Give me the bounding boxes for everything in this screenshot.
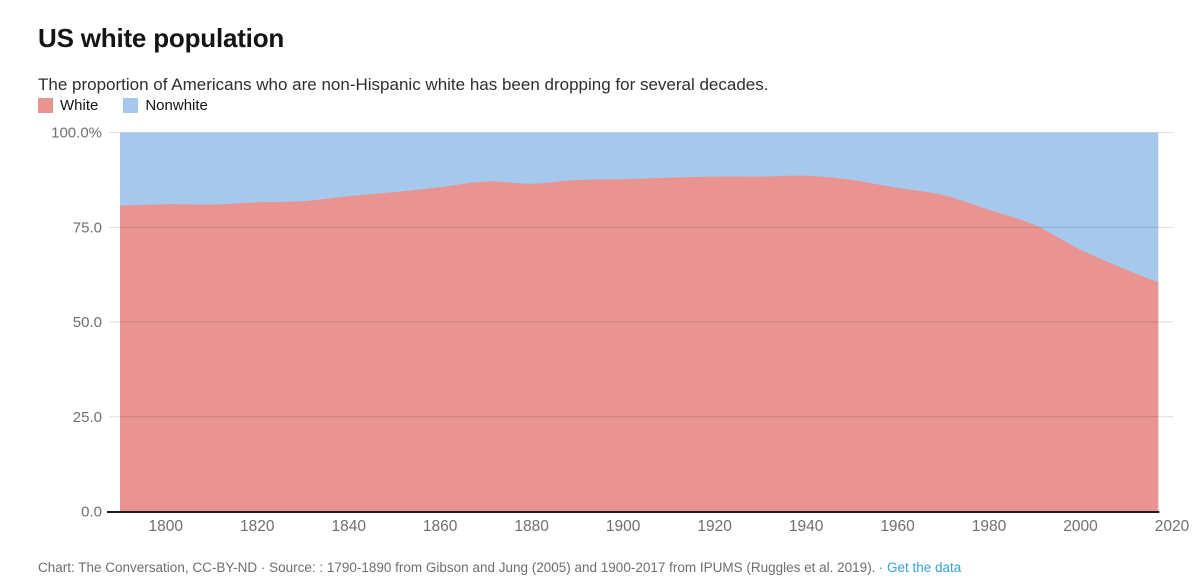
y-tick-label: 50.0 — [73, 314, 102, 331]
y-tick-label: 0.0 — [81, 504, 102, 521]
legend-item-white: White — [38, 97, 98, 114]
x-tick-label: 1920 — [697, 518, 732, 535]
y-tick-label: 75.0 — [73, 219, 102, 236]
white-area — [120, 175, 1159, 512]
y-tick-label: 25.0 — [73, 409, 102, 426]
page-title: US white population — [38, 23, 285, 54]
footer: Chart: The Conversation, CC-BY-ND · Sour… — [38, 560, 1188, 575]
x-tick-label: 1980 — [972, 518, 1007, 535]
chart-subtitle: The proportion of Americans who are non-… — [38, 75, 769, 94]
x-tick-label: 1860 — [423, 518, 458, 535]
legend: White Nonwhite — [38, 97, 208, 114]
white-swatch-icon — [38, 98, 53, 113]
footer-bullet: · — [878, 560, 883, 575]
get-the-data-link[interactable]: Get the data — [886, 560, 962, 575]
x-tick-label: 1880 — [514, 518, 549, 535]
x-tick-label: 2000 — [1063, 518, 1098, 535]
footer-credit: Chart: The Conversation, CC-BY-ND · Sour… — [38, 560, 876, 575]
x-tick-label: 2020 — [1155, 518, 1190, 535]
x-tick-label: 1800 — [148, 518, 183, 535]
legend-item-nonwhite: Nonwhite — [123, 97, 208, 114]
legend-label-white: White — [60, 97, 99, 114]
x-tick-label: 1940 — [789, 518, 824, 535]
legend-label-nonwhite: Nonwhite — [145, 97, 208, 114]
x-tick-label: 1840 — [331, 518, 366, 535]
x-tick-label: 1900 — [606, 518, 641, 535]
nonwhite-swatch-icon — [123, 98, 139, 113]
y-tick-label: 100.0% — [51, 125, 102, 142]
x-tick-label: 1820 — [240, 518, 275, 535]
x-tick-label: 1960 — [880, 518, 915, 535]
